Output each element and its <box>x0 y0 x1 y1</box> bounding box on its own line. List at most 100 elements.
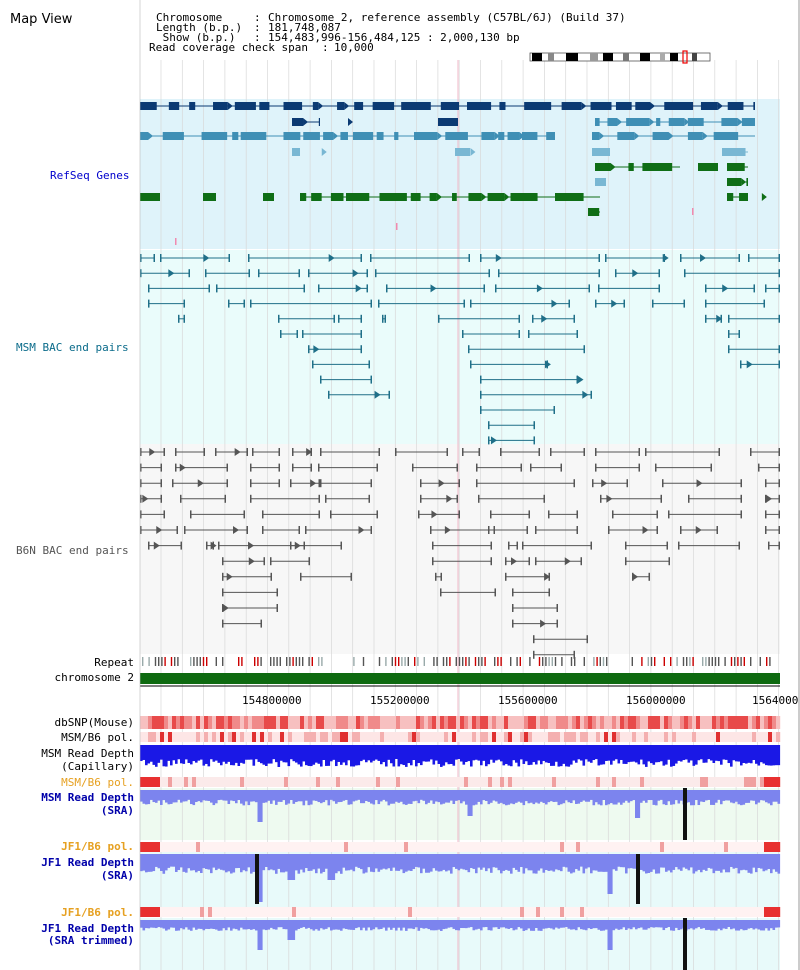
heat-cell <box>212 716 217 729</box>
heat-cell <box>580 716 585 729</box>
heat-cell <box>500 842 505 852</box>
depth-bar <box>585 790 588 802</box>
heat-cell <box>728 777 733 787</box>
depth-bar <box>327 920 331 928</box>
depth-bar <box>302 854 306 873</box>
depth-bar <box>627 745 631 763</box>
depth-bar <box>540 854 543 869</box>
depth-bar <box>422 745 426 762</box>
depth-bar <box>505 854 508 870</box>
bac-end <box>498 269 500 278</box>
depth-bar <box>432 790 436 804</box>
depth-bar <box>552 790 556 803</box>
bac-end <box>462 448 464 456</box>
depth-bar <box>710 920 713 931</box>
repeat-mark <box>593 657 595 666</box>
heat-cell <box>380 842 385 852</box>
depth-bar <box>170 745 173 766</box>
heat-cell <box>192 732 197 742</box>
gene-strand-arrow <box>741 178 747 186</box>
heat-cell <box>572 716 577 729</box>
depth-bar <box>510 920 513 929</box>
bac-strand-arrow <box>606 494 613 503</box>
depth-bar <box>435 745 438 761</box>
depth-bar <box>320 920 323 929</box>
heat-cell <box>756 777 761 787</box>
depth-bar <box>440 920 443 931</box>
repeat-mark <box>689 657 691 666</box>
depth-bar <box>197 920 201 929</box>
depth-bar <box>750 854 753 874</box>
depth-bar <box>452 920 456 929</box>
depth-bar <box>385 920 388 931</box>
bac-end <box>520 463 522 472</box>
heat-cell <box>700 732 705 742</box>
heat-cell <box>252 907 257 917</box>
b6n-bac-label[interactable]: B6N BAC end pairs <box>16 544 129 557</box>
depth-bar <box>715 790 718 803</box>
depth-bar <box>335 854 338 874</box>
depth-bar <box>475 854 478 874</box>
depth-bar <box>540 790 543 802</box>
heat-cell <box>588 777 593 787</box>
depth-bar <box>362 854 366 874</box>
bac-end <box>250 494 252 503</box>
depth-bar <box>772 790 776 802</box>
heat-cell <box>428 907 433 917</box>
heat-cell <box>716 907 721 917</box>
depth-bar <box>427 920 431 930</box>
repeat-mark <box>378 657 381 666</box>
msm-bac-label[interactable]: MSM BAC end pairs <box>16 341 129 354</box>
bac-end <box>548 510 550 519</box>
bac-end <box>778 284 780 293</box>
heat-cell <box>700 907 705 917</box>
depth-bar <box>305 920 308 929</box>
bac-end <box>276 604 278 612</box>
depth-bar <box>300 854 303 870</box>
depth-bar <box>262 920 266 930</box>
heat-cell <box>708 777 713 787</box>
depth-bar <box>677 745 681 761</box>
depth-bar <box>652 745 656 765</box>
refseq-label[interactable]: RefSeq Genes <box>50 169 129 182</box>
depth-bar <box>230 920 233 931</box>
heat-cell <box>148 716 153 729</box>
heat-cell <box>680 907 685 917</box>
depth-bar <box>512 854 516 868</box>
depth-bar <box>615 745 618 760</box>
depth-bar <box>270 854 273 870</box>
heat-cell <box>312 716 317 729</box>
chromosome-ideogram[interactable] <box>529 50 711 64</box>
depth-bar <box>372 790 376 805</box>
heat-cell <box>616 777 621 787</box>
depth-bar <box>297 854 301 874</box>
heat-cell <box>628 716 633 729</box>
heat-cell <box>312 777 317 787</box>
depth-bar <box>620 854 623 868</box>
heat-cell <box>520 842 525 852</box>
depth-bar <box>165 745 168 767</box>
heat-cell <box>292 907 297 917</box>
heat-cell <box>664 716 669 729</box>
depth-bar <box>167 745 171 761</box>
depth-bar <box>560 920 563 928</box>
depth-bar <box>230 745 233 766</box>
depth-bar <box>447 790 451 803</box>
depth-bar <box>455 790 458 801</box>
bac-end <box>705 299 707 308</box>
repeat-mark <box>548 657 550 666</box>
depth-bar <box>757 790 761 803</box>
heat-cell <box>460 842 465 852</box>
heat-cell <box>204 842 209 852</box>
heat-cell <box>164 777 169 787</box>
depth-bar <box>642 854 646 872</box>
heat-cell <box>296 716 301 729</box>
bac-end <box>738 254 740 262</box>
bac-end <box>512 604 514 612</box>
depth-bar <box>487 790 491 805</box>
heat-cell <box>412 716 417 729</box>
gene-exon <box>499 102 506 110</box>
gene-exon <box>664 102 694 110</box>
heat-cell <box>384 907 389 917</box>
